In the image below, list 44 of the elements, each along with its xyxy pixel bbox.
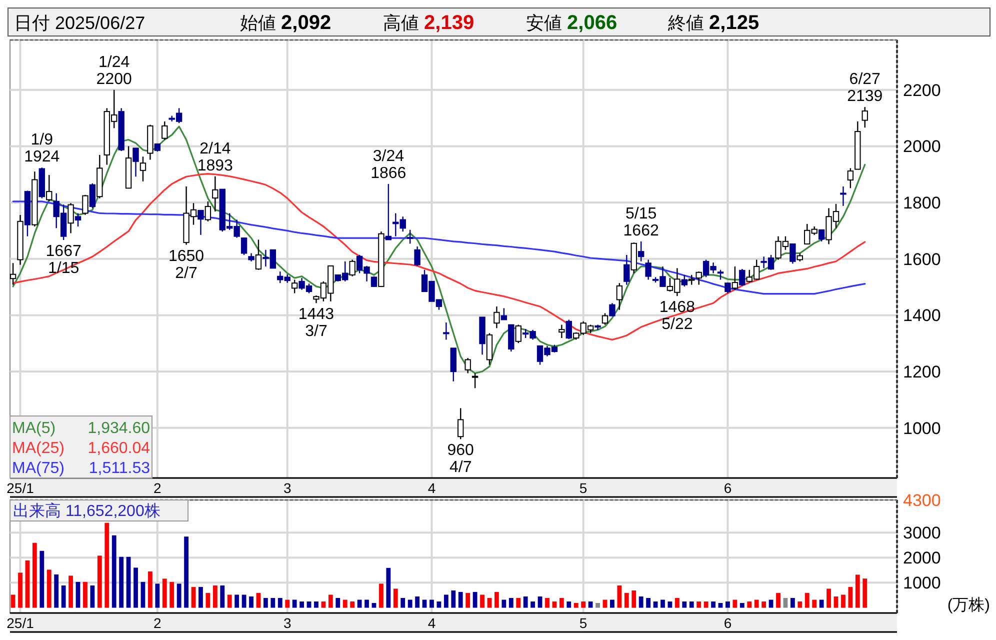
x-tick-label: 2	[154, 480, 162, 496]
y-tick-label: 1200	[903, 362, 941, 382]
y-tick-label: 1000	[903, 418, 941, 438]
x-tick-label: 5	[579, 480, 588, 496]
annotation: 2/14 1893	[197, 140, 234, 174]
y-tick-label: 1600	[903, 250, 941, 269]
annotation: 出来高 11,652,200株	[13, 502, 160, 520]
x-tick-label: 5	[579, 615, 588, 631]
annotation: 6/27 2139	[847, 71, 883, 106]
x-tick-label: 3	[283, 615, 292, 631]
x-tick-label: 25/1	[6, 480, 34, 496]
y-axis-title: (万株)	[947, 596, 990, 614]
x-tick-label: 25/1	[6, 615, 34, 631]
annotation: 1443 3/7	[298, 306, 334, 340]
y-tick-label: 1800	[903, 194, 941, 213]
annotation: 1468 5/22	[659, 299, 696, 334]
x-tick-label: 4	[428, 480, 436, 496]
y-tick-label: 4300	[903, 491, 941, 510]
x-tick-label: 2	[154, 615, 162, 631]
text: 日付 2025/06/27	[14, 13, 146, 33]
annotation: 3/24 1866	[370, 148, 406, 182]
annotation: 960 4/7	[447, 442, 474, 476]
x-tick-label: 4	[428, 615, 436, 631]
y-tick-label: 1000	[903, 574, 941, 593]
annotation: 1/9 1924	[24, 132, 60, 166]
y-tick-label: 2000	[903, 548, 941, 568]
annotation: 5/15 1662	[623, 205, 659, 240]
annotation: 1,660.04	[88, 440, 150, 457]
annotation: 1,511.53	[88, 460, 150, 477]
text: 終値 2,125	[667, 12, 760, 34]
text: 高値 2,139	[383, 12, 474, 34]
legend: MA(5) 1,934.60 MA(25) 1,660.04 MA(75) 1,511.53	[10, 416, 152, 478]
y-tick-label: 3000	[903, 524, 941, 543]
y-tick-label: 2200	[903, 80, 941, 100]
y-tick-label: 2000	[903, 137, 941, 156]
annotation: 1,934.60	[88, 420, 150, 437]
y-tick-label: 1400	[903, 306, 941, 326]
text: 安値 2,066	[526, 12, 618, 34]
annotation: 1/24 2200	[96, 54, 132, 88]
text: 始値 2,092	[240, 12, 332, 34]
x-tick-label: 6	[724, 480, 732, 496]
annotation: 1650 2/7	[168, 248, 204, 282]
x-tick-label: 6	[724, 615, 732, 631]
x-tick-label: 3	[283, 480, 292, 496]
